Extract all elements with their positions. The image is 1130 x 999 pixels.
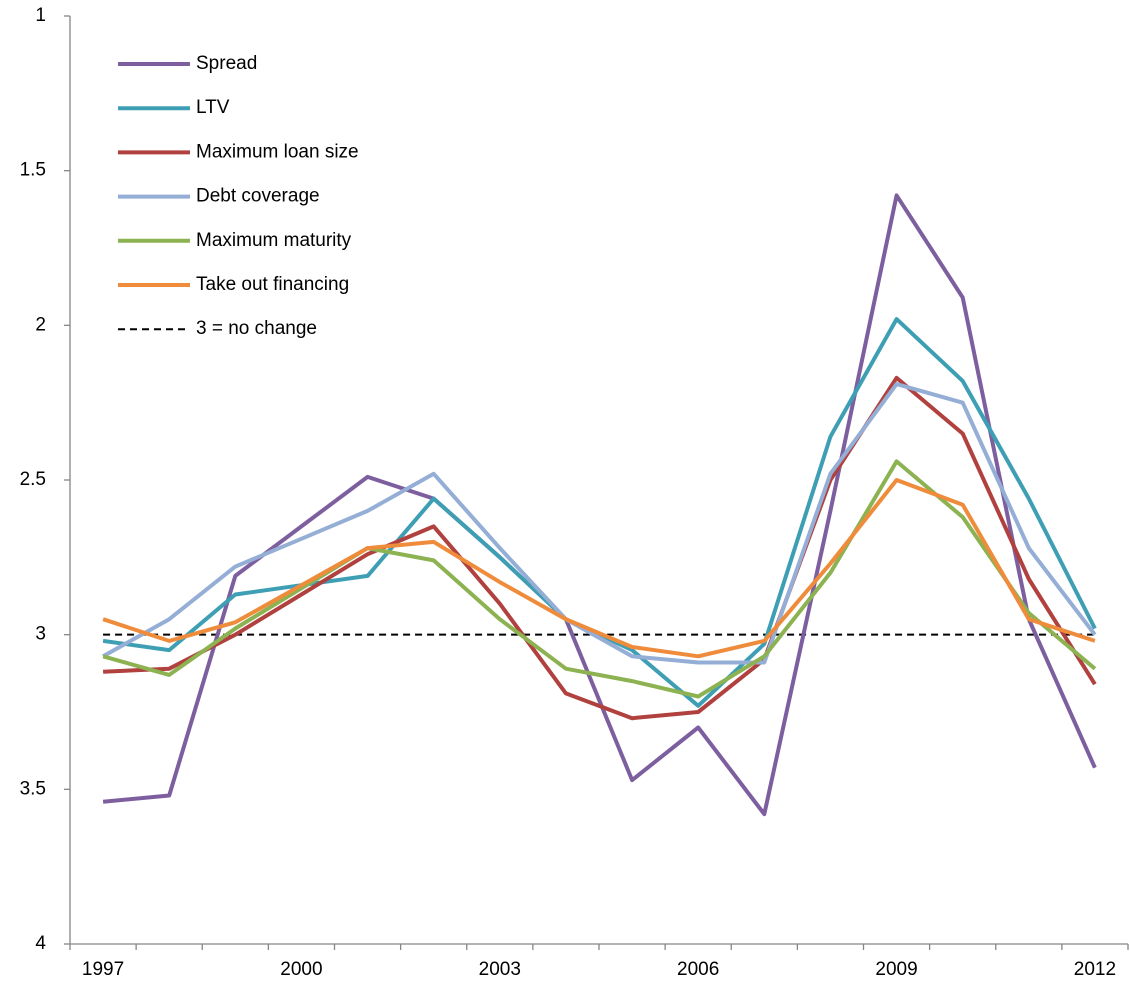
series-line: [102, 459, 1097, 699]
series-line: [103, 375, 1097, 721]
legend-label: Debt coverage: [196, 186, 320, 207]
legend-label: Maximum maturity: [196, 230, 352, 251]
x-tick-label: 2006: [677, 959, 719, 980]
y-tick-label: 2: [35, 314, 46, 335]
y-tick-label: 2.5: [20, 469, 46, 490]
x-tick-label: 1997: [82, 959, 124, 980]
x-tick-label: 2000: [280, 959, 322, 980]
series-line: [102, 478, 1096, 659]
x-tick-label: 2009: [875, 959, 917, 980]
legend-label: Spread: [196, 53, 257, 74]
series-line: [102, 317, 1097, 708]
series-line: [102, 382, 1097, 665]
y-tick-label: 3.5: [20, 778, 46, 799]
y-tick-label: 4: [35, 933, 46, 954]
legend-label: 3 = no change: [196, 318, 317, 339]
legend-label: Maximum loan size: [196, 141, 359, 162]
legend-label: Take out financing: [196, 274, 349, 295]
y-tick-label: 1: [35, 5, 46, 26]
x-tick-label: 2003: [479, 959, 521, 980]
y-tick-label: 1.5: [20, 160, 46, 181]
y-tick-label: 3: [35, 624, 46, 645]
x-tick-label: 2012: [1074, 959, 1116, 980]
legend-label: LTV: [196, 97, 230, 118]
